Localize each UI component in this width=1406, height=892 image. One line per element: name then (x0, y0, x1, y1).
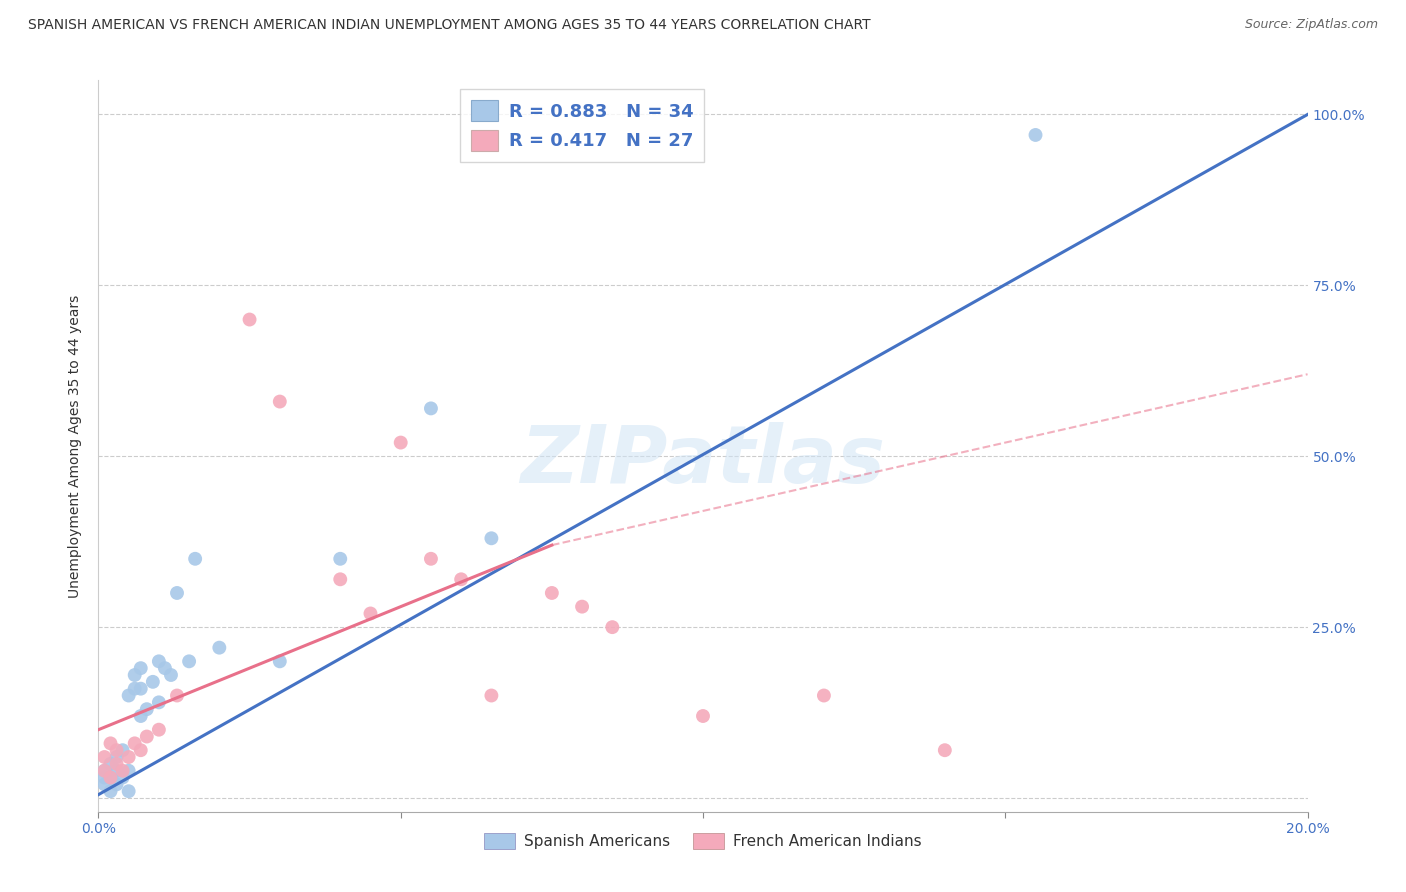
Point (602, 620, 624, 634)
Point (239, 312, 262, 326)
Point (105, 777, 128, 791)
Point (179, 654, 201, 668)
Point (450, 572, 472, 586)
Point (148, 654, 170, 668)
Point (135, 702, 157, 716)
Point (148, 695, 170, 709)
Point (124, 681, 146, 696)
Point (124, 668, 146, 682)
Point (129, 709, 152, 723)
Point (100, 771, 122, 785)
Point (118, 784, 141, 798)
Point (100, 756, 122, 771)
Point (100, 784, 122, 798)
Point (540, 586, 562, 600)
Point (329, 572, 352, 586)
Text: Source: ZipAtlas.com: Source: ZipAtlas.com (1244, 18, 1378, 31)
Point (208, 640, 231, 655)
Point (420, 551, 443, 566)
Point (105, 756, 128, 771)
Point (269, 654, 291, 668)
Point (93, 750, 115, 764)
Point (420, 401, 443, 416)
Point (129, 681, 152, 696)
Point (93, 764, 115, 778)
Point (111, 771, 134, 785)
Point (934, 743, 956, 757)
Point (142, 674, 165, 689)
Legend: Spanish Americans, French American Indians: Spanish Americans, French American India… (478, 827, 928, 855)
Point (111, 764, 134, 778)
Point (160, 668, 183, 682)
Point (166, 586, 188, 600)
Point (93, 764, 115, 778)
Point (389, 435, 412, 450)
Text: SPANISH AMERICAN VS FRENCH AMERICAN INDIAN UNEMPLOYMENT AMONG AGES 35 TO 44 YEAR: SPANISH AMERICAN VS FRENCH AMERICAN INDI… (28, 18, 870, 32)
Point (100, 771, 122, 785)
Point (118, 750, 141, 764)
Point (1024, 128, 1046, 142)
Point (135, 730, 157, 744)
Point (100, 736, 122, 750)
Point (360, 607, 382, 621)
Point (571, 599, 593, 614)
Point (481, 689, 503, 703)
Point (93, 771, 115, 785)
Point (105, 764, 128, 778)
Point (148, 723, 170, 737)
Point (111, 743, 134, 757)
Point (105, 743, 128, 757)
Point (329, 551, 352, 566)
Point (269, 394, 291, 409)
Point (124, 736, 146, 750)
Point (105, 750, 128, 764)
Point (481, 531, 503, 545)
Point (118, 764, 141, 778)
Point (153, 661, 176, 675)
Point (166, 689, 188, 703)
Point (184, 551, 207, 566)
Y-axis label: Unemployment Among Ages 35 to 44 years: Unemployment Among Ages 35 to 44 years (69, 294, 83, 598)
Text: ZIPatlas: ZIPatlas (520, 422, 886, 500)
Point (813, 689, 835, 703)
Point (692, 709, 714, 723)
Point (129, 661, 152, 675)
Point (129, 743, 152, 757)
Point (93, 777, 115, 791)
Point (118, 689, 141, 703)
